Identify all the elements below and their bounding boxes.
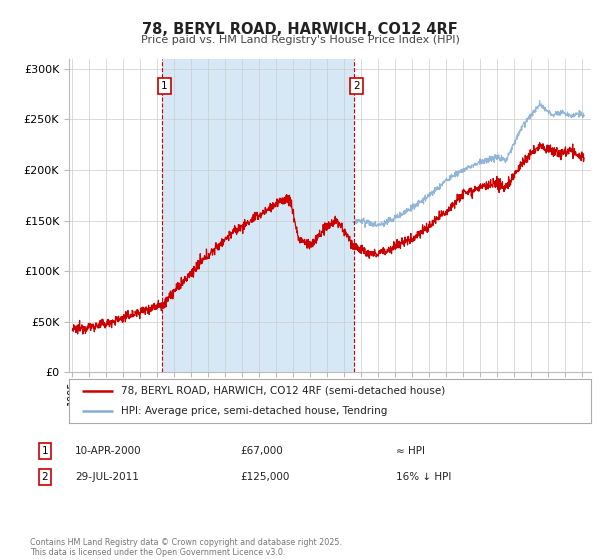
Text: 2: 2 <box>353 81 360 91</box>
Text: HPI: Average price, semi-detached house, Tendring: HPI: Average price, semi-detached house,… <box>121 406 388 416</box>
Text: ≈ HPI: ≈ HPI <box>396 446 425 456</box>
Text: 1: 1 <box>41 446 49 456</box>
Text: Contains HM Land Registry data © Crown copyright and database right 2025.
This d: Contains HM Land Registry data © Crown c… <box>30 538 342 557</box>
Text: 29-JUL-2011: 29-JUL-2011 <box>75 472 139 482</box>
Text: 10-APR-2000: 10-APR-2000 <box>75 446 142 456</box>
Text: £67,000: £67,000 <box>240 446 283 456</box>
Bar <box>162 59 354 372</box>
Text: 1: 1 <box>161 81 168 91</box>
Text: 16% ↓ HPI: 16% ↓ HPI <box>396 472 451 482</box>
Text: 78, BERYL ROAD, HARWICH, CO12 4RF: 78, BERYL ROAD, HARWICH, CO12 4RF <box>142 22 458 38</box>
Text: £125,000: £125,000 <box>240 472 289 482</box>
Text: 78, BERYL ROAD, HARWICH, CO12 4RF (semi-detached house): 78, BERYL ROAD, HARWICH, CO12 4RF (semi-… <box>121 386 445 396</box>
Text: 2: 2 <box>41 472 49 482</box>
Text: Price paid vs. HM Land Registry's House Price Index (HPI): Price paid vs. HM Land Registry's House … <box>140 35 460 45</box>
